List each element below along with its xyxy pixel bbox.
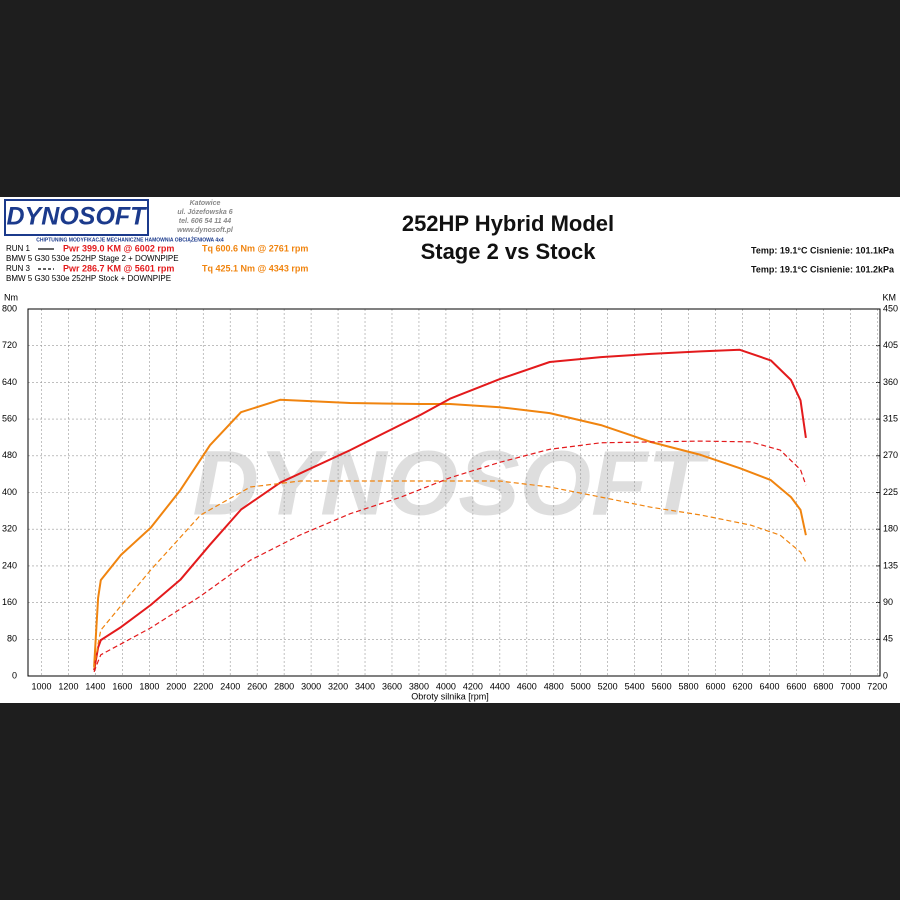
x-tick-label: 3600 [382,681,402,691]
x-tick-label: 5800 [679,681,699,691]
conditions: Temp: 19.1°C Cisnienie: 101.1kPa [751,245,895,255]
y-tick-label: 400 [2,487,17,497]
x-tick-label: 1200 [58,681,78,691]
y-tick-label: 640 [2,377,17,387]
y2-tick-label: 0 [883,670,888,680]
x-tick-label: 5600 [652,681,672,691]
y2-tick-label: 90 [883,597,893,607]
title: 252HP Hybrid Model [402,211,614,236]
address: www.dynosoft.pl [177,227,234,234]
y2-tick-label: 360 [883,377,898,387]
address: Katowice [190,200,221,207]
x-tick-label: 2800 [274,681,294,691]
y-axis-label: Nm [4,292,18,302]
panel [0,197,900,703]
run-car: BMW 5 G30 530e 252HP Stage 2 + DOWNPIPE [6,254,179,263]
plot-border [27,308,881,677]
address: tel. 606 54 11 44 [179,218,232,225]
x-tick-label: 6800 [813,681,833,691]
x-tick-label: 5200 [598,681,618,691]
y-tick-label: 320 [2,524,17,534]
y2-tick-label: 180 [883,524,898,534]
x-tick-label: 2400 [220,681,240,691]
x-tick-label: 4400 [490,681,510,691]
run-car: BMW 5 G30 530e 252HP Stock + DOWNPIPE [6,274,171,283]
y2-tick-label: 270 [883,450,898,460]
run-power: Pwr 399.0 KM @ 6002 rpm [63,243,174,253]
x-tick-label: 3000 [301,681,321,691]
x-tick-label: 4800 [544,681,564,691]
tagline: CHIPTUNING MODYFIKACJE MECHANICZNE HAMOW… [36,236,224,243]
x-tick-label: 7000 [840,681,860,691]
x-tick-label: 4600 [517,681,537,691]
run-label: RUN 3 [6,264,31,273]
x-tick-label: 6000 [706,681,726,691]
y-tick-label: 160 [2,597,17,607]
y2-tick-label: 315 [883,413,898,423]
x-tick-label: 4000 [436,681,456,691]
x-tick-label: 6600 [786,681,806,691]
y2-tick-label: 450 [883,303,898,313]
x-tick-label: 3800 [409,681,429,691]
x-tick-label: 2000 [166,681,186,691]
series-line [93,480,807,669]
run-label: RUN 1 [6,244,31,253]
y2-tick-label: 45 [883,634,893,644]
x-tick-label: 2600 [247,681,267,691]
address: ul. Józefowska 6 [177,209,232,216]
series-line [93,440,807,673]
y-tick-label: 720 [2,340,17,350]
x-tick-label: 4200 [463,681,483,691]
x-tick-label: 1000 [31,681,51,691]
series-line [93,348,807,671]
y2-tick-label: 135 [883,560,898,570]
conditions: Temp: 19.1°C Cisnienie: 101.2kPa [751,264,895,274]
x-tick-label: 2200 [193,681,213,691]
y2-axis-label: KM [883,292,897,302]
x-tick-label: 3400 [355,681,375,691]
y-tick-label: 800 [2,303,17,313]
logo-box [4,199,149,236]
run-torque: Tq 600.6 Nm @ 2761 rpm [202,243,308,253]
x-axis-label: Obroty silnika [rpm] [411,691,489,701]
x-tick-label: 1800 [139,681,159,691]
y-tick-label: 560 [2,413,17,423]
y-tick-label: 480 [2,450,17,460]
y-tick-label: 240 [2,560,17,570]
x-tick-label: 1600 [112,681,132,691]
x-tick-label: 6200 [732,681,752,691]
x-tick-label: 7200 [867,681,887,691]
y-tick-label: 0 [12,670,17,680]
logo: DYNOSOFT [7,203,149,231]
x-tick-label: 6400 [759,681,779,691]
y2-tick-label: 225 [883,487,898,497]
y2-tick-label: 405 [883,340,898,350]
x-tick-label: 5000 [571,681,591,691]
x-tick-label: 5400 [625,681,645,691]
series-line [93,398,807,667]
watermark: DYNOSOFT [192,432,710,534]
x-tick-label: 1400 [85,681,105,691]
x-tick-label: 3200 [328,681,348,691]
y-tick-label: 80 [7,634,17,644]
title: Stage 2 vs Stock [421,239,597,264]
run-power: Pwr 286.7 KM @ 5601 rpm [63,263,174,273]
run-torque: Tq 425.1 Nm @ 4343 rpm [202,263,308,273]
